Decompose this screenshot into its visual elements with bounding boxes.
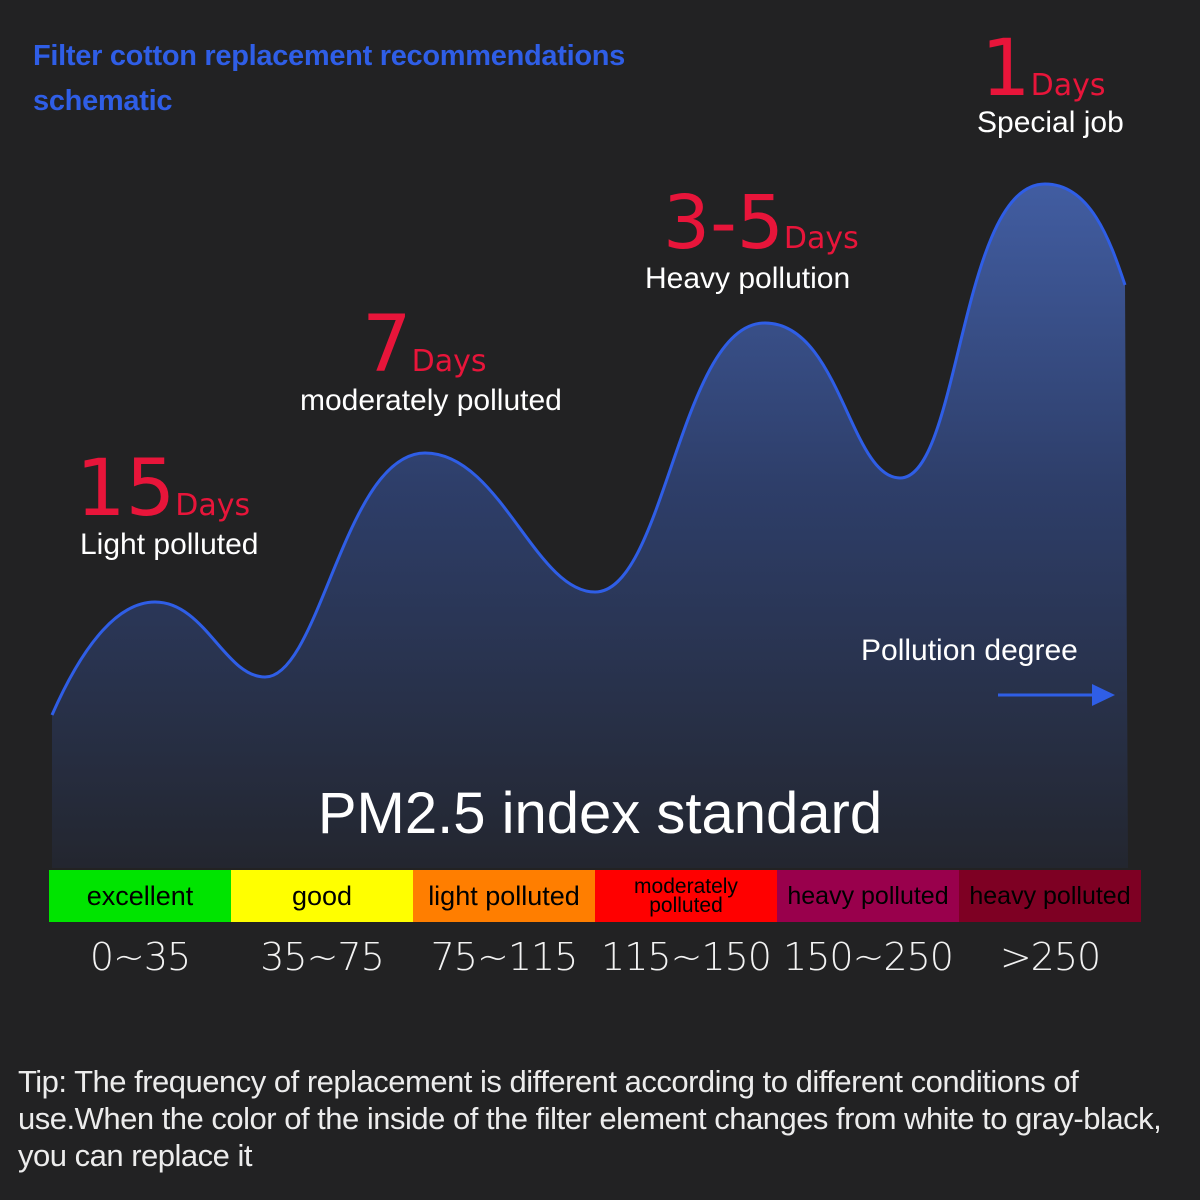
callout-label: Heavy pollution bbox=[645, 262, 851, 295]
range-label: 115~150 bbox=[601, 935, 772, 979]
days-number: 7 bbox=[362, 300, 412, 390]
title-line-2: schematic bbox=[33, 85, 173, 117]
range-label: 35~75 bbox=[260, 935, 385, 979]
pm25-level-bar: excellent good light polluted moderately… bbox=[49, 870, 1141, 922]
level-moderately-polluted: moderately polluted bbox=[595, 870, 777, 922]
chart-title: Filter cotton replacement recommendation… bbox=[33, 34, 733, 124]
callout-heavy: 3-5Days Heavy pollution bbox=[645, 180, 859, 296]
callout-label: moderately polluted bbox=[300, 384, 562, 417]
right-arrow-icon bbox=[998, 684, 1115, 706]
days-unit: Days bbox=[783, 221, 859, 256]
range-label: 75~115 bbox=[430, 935, 579, 979]
range-label: 150~250 bbox=[783, 935, 954, 979]
days-number: 1 bbox=[981, 24, 1031, 114]
days-unit: Days bbox=[175, 488, 251, 523]
level-label-line-2: polluted bbox=[649, 894, 723, 917]
level-severe-polluted: heavy polluted bbox=[959, 870, 1141, 922]
title-line-1: Filter cotton replacement recommendation… bbox=[33, 40, 625, 72]
days-number: 15 bbox=[76, 444, 176, 534]
level-heavy-polluted: heavy polluted bbox=[777, 870, 959, 922]
days-number: 3-5 bbox=[663, 180, 784, 266]
callout-moderate: 7Days moderately polluted bbox=[300, 300, 562, 418]
level-good: good bbox=[231, 870, 413, 922]
callout-light: 15Days Light polluted bbox=[76, 444, 258, 562]
curve-fill bbox=[52, 184, 1128, 868]
callout-label: Special job bbox=[977, 106, 1124, 139]
callout-label: Light polluted bbox=[80, 528, 259, 561]
level-excellent: excellent bbox=[49, 870, 231, 922]
level-light-polluted: light polluted bbox=[413, 870, 595, 922]
days-unit: Days bbox=[411, 344, 487, 379]
pm25-ranges: 0~35 35~75 75~115 115~150 150~250 >250 bbox=[49, 935, 1141, 979]
days-unit: Days bbox=[1030, 68, 1106, 103]
callout-special: 1Days Special job bbox=[977, 24, 1124, 140]
range-label: 0~35 bbox=[89, 935, 191, 979]
pollution-degree-label: Pollution degree bbox=[861, 634, 1078, 667]
curve-line bbox=[50, 182, 1127, 716]
level-label-line-1: moderately bbox=[634, 875, 738, 898]
tip-text: Tip: The frequency of replacement is dif… bbox=[18, 1064, 1162, 1173]
range-label: >250 bbox=[999, 935, 1101, 979]
pm25-title: PM2.5 index standard bbox=[317, 781, 883, 846]
